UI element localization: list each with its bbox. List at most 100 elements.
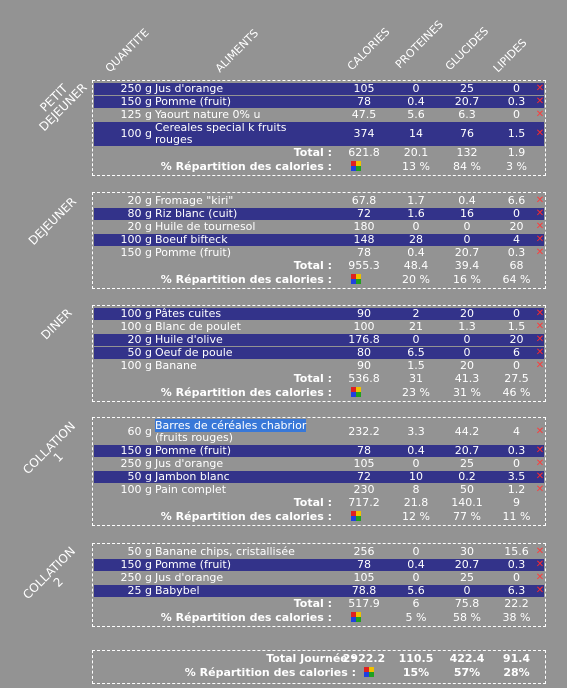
food-row[interactable]: 125 g Yaourt nature 0% u 47.5 5.6 6.3 0 ✕ — [94, 109, 545, 121]
glucides-value: 44.2 — [454, 425, 480, 438]
pie-chart-icon[interactable] — [351, 161, 361, 172]
calories-value: 105 — [353, 457, 375, 470]
food-name[interactable]: Pomme (fruit) — [155, 559, 231, 571]
calories-value: 100 — [353, 320, 375, 333]
food-name[interactable]: Pain complet — [155, 484, 226, 496]
food-name[interactable]: Pomme (fruit) — [155, 445, 231, 457]
pie-chart-icon[interactable] — [351, 387, 361, 398]
calories-value: 78 — [357, 444, 371, 457]
pie-chart-icon[interactable] — [351, 274, 361, 285]
food-name[interactable]: Banane chips, cristallisée — [155, 546, 295, 558]
pie-chart-icon[interactable] — [364, 667, 374, 678]
total-label: Total : — [293, 597, 332, 610]
delete-x-icon[interactable]: ✕ — [535, 585, 545, 596]
delete-x-icon[interactable]: ✕ — [535, 347, 545, 358]
food-name[interactable]: Pomme (fruit) — [155, 96, 231, 108]
calories-value: 78 — [357, 558, 371, 571]
food-row[interactable]: 150 g Pomme (fruit) 78 0.4 20.7 0.3 ✕ — [94, 247, 545, 259]
delete-x-icon[interactable]: ✕ — [535, 484, 545, 495]
food-name[interactable]: Jus d'orange — [155, 458, 223, 470]
food-name[interactable]: Huile de tournesol — [155, 221, 255, 233]
glucides-value: 20.7 — [454, 95, 480, 108]
food-name[interactable]: Yaourt nature 0% u — [155, 109, 260, 121]
quantity-value: 20 g — [127, 194, 152, 207]
food-row[interactable]: 20 g Fromage "kiri" 67.8 1.7 0.4 6.6 ✕ — [94, 194, 545, 207]
delete-x-icon[interactable]: ✕ — [535, 360, 545, 371]
delete-x-icon[interactable]: ✕ — [535, 426, 545, 437]
food-name[interactable]: Barres de céréales chabrior (fruits rouge… — [155, 419, 307, 444]
delete-x-icon[interactable]: ✕ — [535, 334, 545, 345]
food-name[interactable]: Boeuf bifteck — [155, 234, 228, 246]
food-name[interactable]: Jus d'orange — [155, 83, 223, 95]
total-label: Total : — [293, 146, 332, 159]
food-name[interactable]: Huile d'olive — [155, 334, 223, 346]
food-name[interactable]: Pomme (fruit) — [155, 247, 231, 259]
food-name[interactable]: Cereales special k fruits rouges — [155, 122, 287, 146]
proteines-value: 0 — [412, 220, 420, 233]
delete-x-icon[interactable]: ✕ — [535, 195, 545, 206]
food-row[interactable]: 100 g Banane 90 1.5 20 0 ✕ — [94, 360, 545, 372]
food-row[interactable]: 100 g Blanc de poulet 100 21 1.3 1.5 ✕ — [94, 320, 545, 333]
food-row[interactable]: 250 g Jus d'orange 105 0 25 0 ✕ — [94, 83, 544, 95]
delete-x-icon[interactable]: ✕ — [535, 321, 545, 332]
food-name-text: Pomme (fruit) — [155, 246, 231, 259]
food-row[interactable]: 25 g Babybel 78.8 5.6 0 6.3 ✕ — [94, 585, 544, 597]
food-row[interactable]: 150 g Pomme (fruit) 78 0.4 20.7 0.3 ✕ — [94, 559, 544, 571]
delete-x-icon[interactable]: ✕ — [535, 221, 545, 232]
total-lipides: 22.2 — [504, 597, 529, 610]
food-row[interactable]: 50 g Oeuf de poule 80 6.5 0 6 ✕ — [94, 347, 544, 359]
food-row[interactable]: 100 g Cereales special k fruits rouges 374 1… — [94, 122, 544, 146]
delete-x-icon[interactable]: ✕ — [535, 109, 545, 120]
food-name-text: Huile de tournesol — [155, 220, 256, 233]
delete-x-icon[interactable]: ✕ — [535, 559, 545, 570]
delete-x-icon[interactable]: ✕ — [535, 83, 545, 94]
food-row[interactable]: 250 g Jus d'orange 105 0 25 0 ✕ — [94, 572, 545, 584]
calories-value: 230 — [353, 483, 375, 496]
food-name[interactable]: Pâtes cuites — [155, 308, 221, 320]
delete-x-icon[interactable]: ✕ — [535, 546, 545, 557]
delete-x-icon[interactable]: ✕ — [535, 234, 545, 245]
delete-x-icon[interactable]: ✕ — [535, 445, 545, 456]
food-row[interactable]: 100 g Pâtes cuites 90 2 20 0 ✕ — [94, 308, 544, 320]
delete-x-icon[interactable]: ✕ — [535, 458, 545, 469]
food-row[interactable]: 50 g Banane chips, cristallisée 256 0 30 15.6… — [94, 546, 545, 558]
food-row[interactable]: 20 g Huile de tournesol 180 0 0 20 ✕ — [94, 220, 545, 233]
food-name[interactable]: Jambon blanc — [155, 471, 230, 483]
food-name[interactable]: Babybel — [155, 585, 200, 597]
pct-proteines: 12 % — [402, 510, 430, 523]
proteines-value: 3.3 — [407, 425, 425, 438]
delete-x-icon[interactable]: ✕ — [535, 247, 545, 258]
food-row[interactable]: 60 g Barres de céréales chabrior (fruits r… — [94, 419, 545, 444]
food-name[interactable]: Jus d'orange — [155, 572, 223, 584]
food-row[interactable]: 250 g Jus d'orange 105 0 25 0 ✕ — [94, 457, 545, 470]
delete-x-icon[interactable]: ✕ — [535, 308, 545, 319]
food-row[interactable]: 100 g Pain complet 230 8 50 1.2 ✕ — [94, 483, 545, 496]
total-calories: 536.8 — [348, 372, 380, 385]
food-name[interactable]: Fromage "kiri" — [155, 195, 233, 207]
delete-x-icon[interactable]: ✕ — [535, 572, 545, 583]
food-row[interactable]: 80 g Riz blanc (cuit) 72 1.6 16 0 ✕ — [94, 208, 544, 220]
quantity-value: 100 g — [120, 307, 152, 320]
delete-x-icon[interactable]: ✕ — [535, 208, 545, 219]
food-name-text: Pâtes cuites — [155, 307, 222, 320]
delete-x-icon[interactable]: ✕ — [535, 471, 545, 482]
delete-x-icon[interactable]: ✕ — [535, 96, 545, 107]
total-row: Total : 517.9 6 75.8 22.2 — [94, 598, 544, 610]
quantity-value: 150 g — [120, 444, 152, 457]
food-name[interactable]: Oeuf de poule — [155, 347, 233, 359]
pie-chart-icon[interactable] — [351, 511, 361, 522]
food-row[interactable]: 50 g Jambon blanc 72 10 0.2 3.5 ✕ — [94, 471, 544, 483]
food-name[interactable]: Riz blanc (cuit) — [155, 208, 237, 220]
food-row[interactable]: 150 g Pomme (fruit) 78 0.4 20.7 0.3 ✕ — [94, 96, 544, 108]
food-name-text: Oeuf de poule — [155, 346, 233, 359]
delete-x-icon[interactable]: ✕ — [535, 128, 545, 139]
food-name-text: Jambon blanc — [155, 470, 230, 483]
pie-chart-icon[interactable] — [351, 612, 361, 623]
food-name[interactable]: Banane — [155, 360, 197, 372]
food-row[interactable]: 100 g Boeuf bifteck 148 28 0 4 ✕ — [94, 234, 544, 246]
day-total-lipides: 91.4 — [502, 652, 531, 665]
food-name[interactable]: Blanc de poulet — [155, 321, 241, 333]
meal-label: PETIT DEJEUNER — [36, 80, 90, 134]
food-row[interactable]: 150 g Pomme (fruit) 78 0.4 20.7 0.3 ✕ — [94, 445, 544, 457]
food-row[interactable]: 20 g Huile d'olive 176.8 0 0 20 ✕ — [94, 334, 544, 346]
